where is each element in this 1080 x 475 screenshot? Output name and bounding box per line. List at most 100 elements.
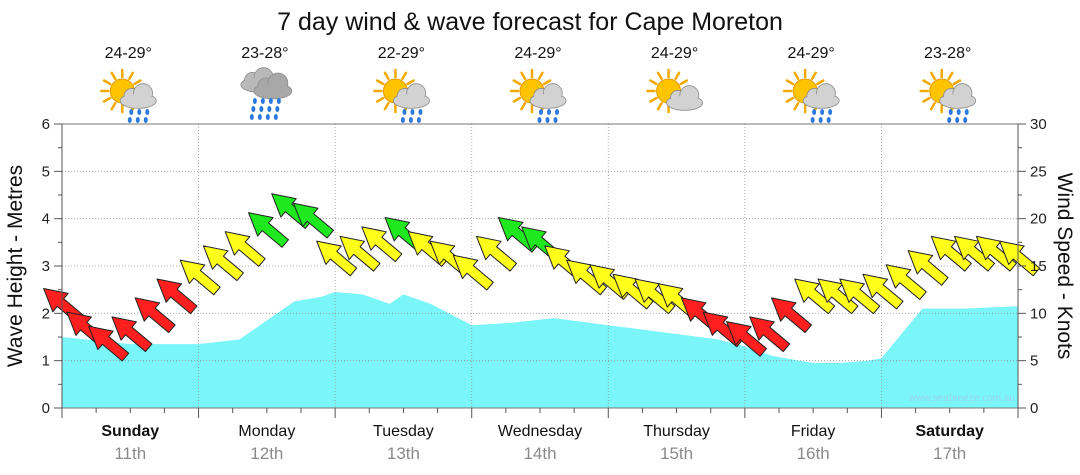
temperature-label: 24-29°	[105, 45, 152, 62]
rain-drop	[249, 114, 254, 120]
sun-ray	[542, 79, 552, 86]
sun-ray	[383, 101, 390, 111]
sun-ray	[656, 101, 663, 111]
wind-arrow	[726, 321, 767, 357]
rain-drop	[963, 117, 968, 123]
sun-ray	[102, 79, 112, 86]
temperature-label: 24-29°	[651, 45, 698, 62]
temperature-label: 24-29°	[787, 45, 834, 62]
weather-row: 24-29° 23-28° 22-29° 24-29° 24-29° 24-29° 23-2…	[100, 45, 977, 123]
rain-drop	[812, 109, 817, 115]
right-tick-label: 30	[1030, 116, 1047, 133]
wind-arrow	[202, 245, 244, 282]
rain-drop	[273, 114, 278, 120]
right-tick-label: 20	[1030, 211, 1047, 228]
wind-arrow	[111, 316, 153, 353]
rain-drop	[268, 98, 273, 104]
sun-ray	[674, 71, 681, 81]
rain-drops-icon	[947, 109, 969, 123]
temperature-label: 23-28°	[924, 45, 971, 62]
left-axis: 0 1 2 3 4 5 6	[42, 116, 63, 417]
cloud-icon	[392, 83, 430, 109]
weather-icon	[373, 68, 430, 123]
cloud-icon	[939, 83, 977, 109]
wind-arrow	[954, 235, 995, 272]
wind-arrow	[975, 235, 1017, 272]
wind-arrow	[885, 264, 927, 300]
rain-drop	[257, 114, 262, 120]
sun-ray	[947, 71, 954, 81]
rain-drop	[275, 106, 280, 112]
left-tick-label: 1	[42, 353, 50, 370]
rain-drop	[127, 117, 132, 123]
rain-drop	[539, 109, 543, 115]
cloud-icon	[666, 85, 704, 111]
wind-arrow	[930, 235, 972, 272]
date-label: 14th	[523, 444, 556, 463]
sun-ray	[922, 96, 931, 103]
rain-drop	[259, 106, 264, 112]
wind-arrow	[452, 254, 494, 291]
rain-drop	[251, 106, 256, 112]
sun-ray	[952, 79, 962, 86]
day-label: Saturday	[915, 423, 984, 440]
rain-drop	[826, 117, 831, 123]
rain-drop	[400, 117, 405, 123]
rain-drop	[955, 117, 960, 123]
sun-ray	[102, 96, 112, 103]
rain-drop	[129, 109, 134, 115]
wind-arrow	[316, 240, 358, 277]
sun-ray	[128, 71, 135, 81]
wind-arrow	[361, 226, 403, 263]
rain-drop	[828, 109, 833, 115]
right-tick-label: 0	[1030, 400, 1038, 417]
left-tick-label: 2	[42, 305, 50, 322]
right-axis: 0 5 10 15 20 25 30	[1017, 116, 1047, 417]
wind-arrow	[339, 235, 381, 272]
cloud-icon	[119, 83, 157, 109]
right-tick-label: 10	[1030, 305, 1047, 322]
wave-height-area	[62, 292, 1018, 408]
date-label: 17th	[933, 444, 966, 463]
rain-drop	[265, 114, 270, 120]
rain-drop	[418, 109, 423, 115]
wind-arrow	[862, 273, 904, 310]
left-tick-label: 6	[42, 116, 50, 133]
cloud-fill	[804, 94, 839, 108]
rain-drops-icon	[127, 109, 150, 123]
sun-ray	[512, 96, 522, 103]
rain-drops-icon	[400, 109, 423, 123]
cloud-icon	[253, 72, 293, 100]
wind-arrow	[566, 259, 608, 296]
wind-arrow	[476, 235, 517, 272]
left-tick-label: 5	[42, 163, 50, 180]
credit-watermark: www.seabreeze.com.au	[908, 393, 1015, 404]
sun-ray	[649, 79, 658, 86]
sun-ray	[375, 96, 385, 103]
sun-ray	[520, 71, 527, 81]
left-tick-label: 0	[42, 400, 50, 417]
date-label: 13th	[387, 444, 420, 463]
rain-drop	[137, 109, 142, 115]
weather-icon	[100, 68, 157, 123]
rain-drops-icon	[249, 98, 281, 120]
plot-area	[43, 123, 1041, 409]
wind-arrow	[749, 316, 791, 353]
weather-icon	[782, 68, 840, 123]
wind-arrow	[999, 240, 1041, 277]
rain-drops-icon	[537, 109, 559, 123]
sun-ray	[110, 71, 117, 81]
wind-arrows	[43, 193, 1041, 362]
sun-ray	[375, 79, 385, 86]
rain-drop	[964, 109, 969, 115]
rain-drop	[135, 117, 140, 123]
sun-ray	[929, 71, 936, 81]
chart-title: 7 day wind & wave forecast for Cape More…	[277, 8, 783, 36]
rain-drop	[143, 117, 148, 123]
rain-drop	[948, 109, 953, 115]
cloud-fill	[940, 94, 975, 108]
wind-arrow	[771, 297, 812, 334]
rain-drop	[408, 117, 413, 123]
sun-ray	[133, 79, 142, 86]
rain-drop	[402, 109, 407, 115]
